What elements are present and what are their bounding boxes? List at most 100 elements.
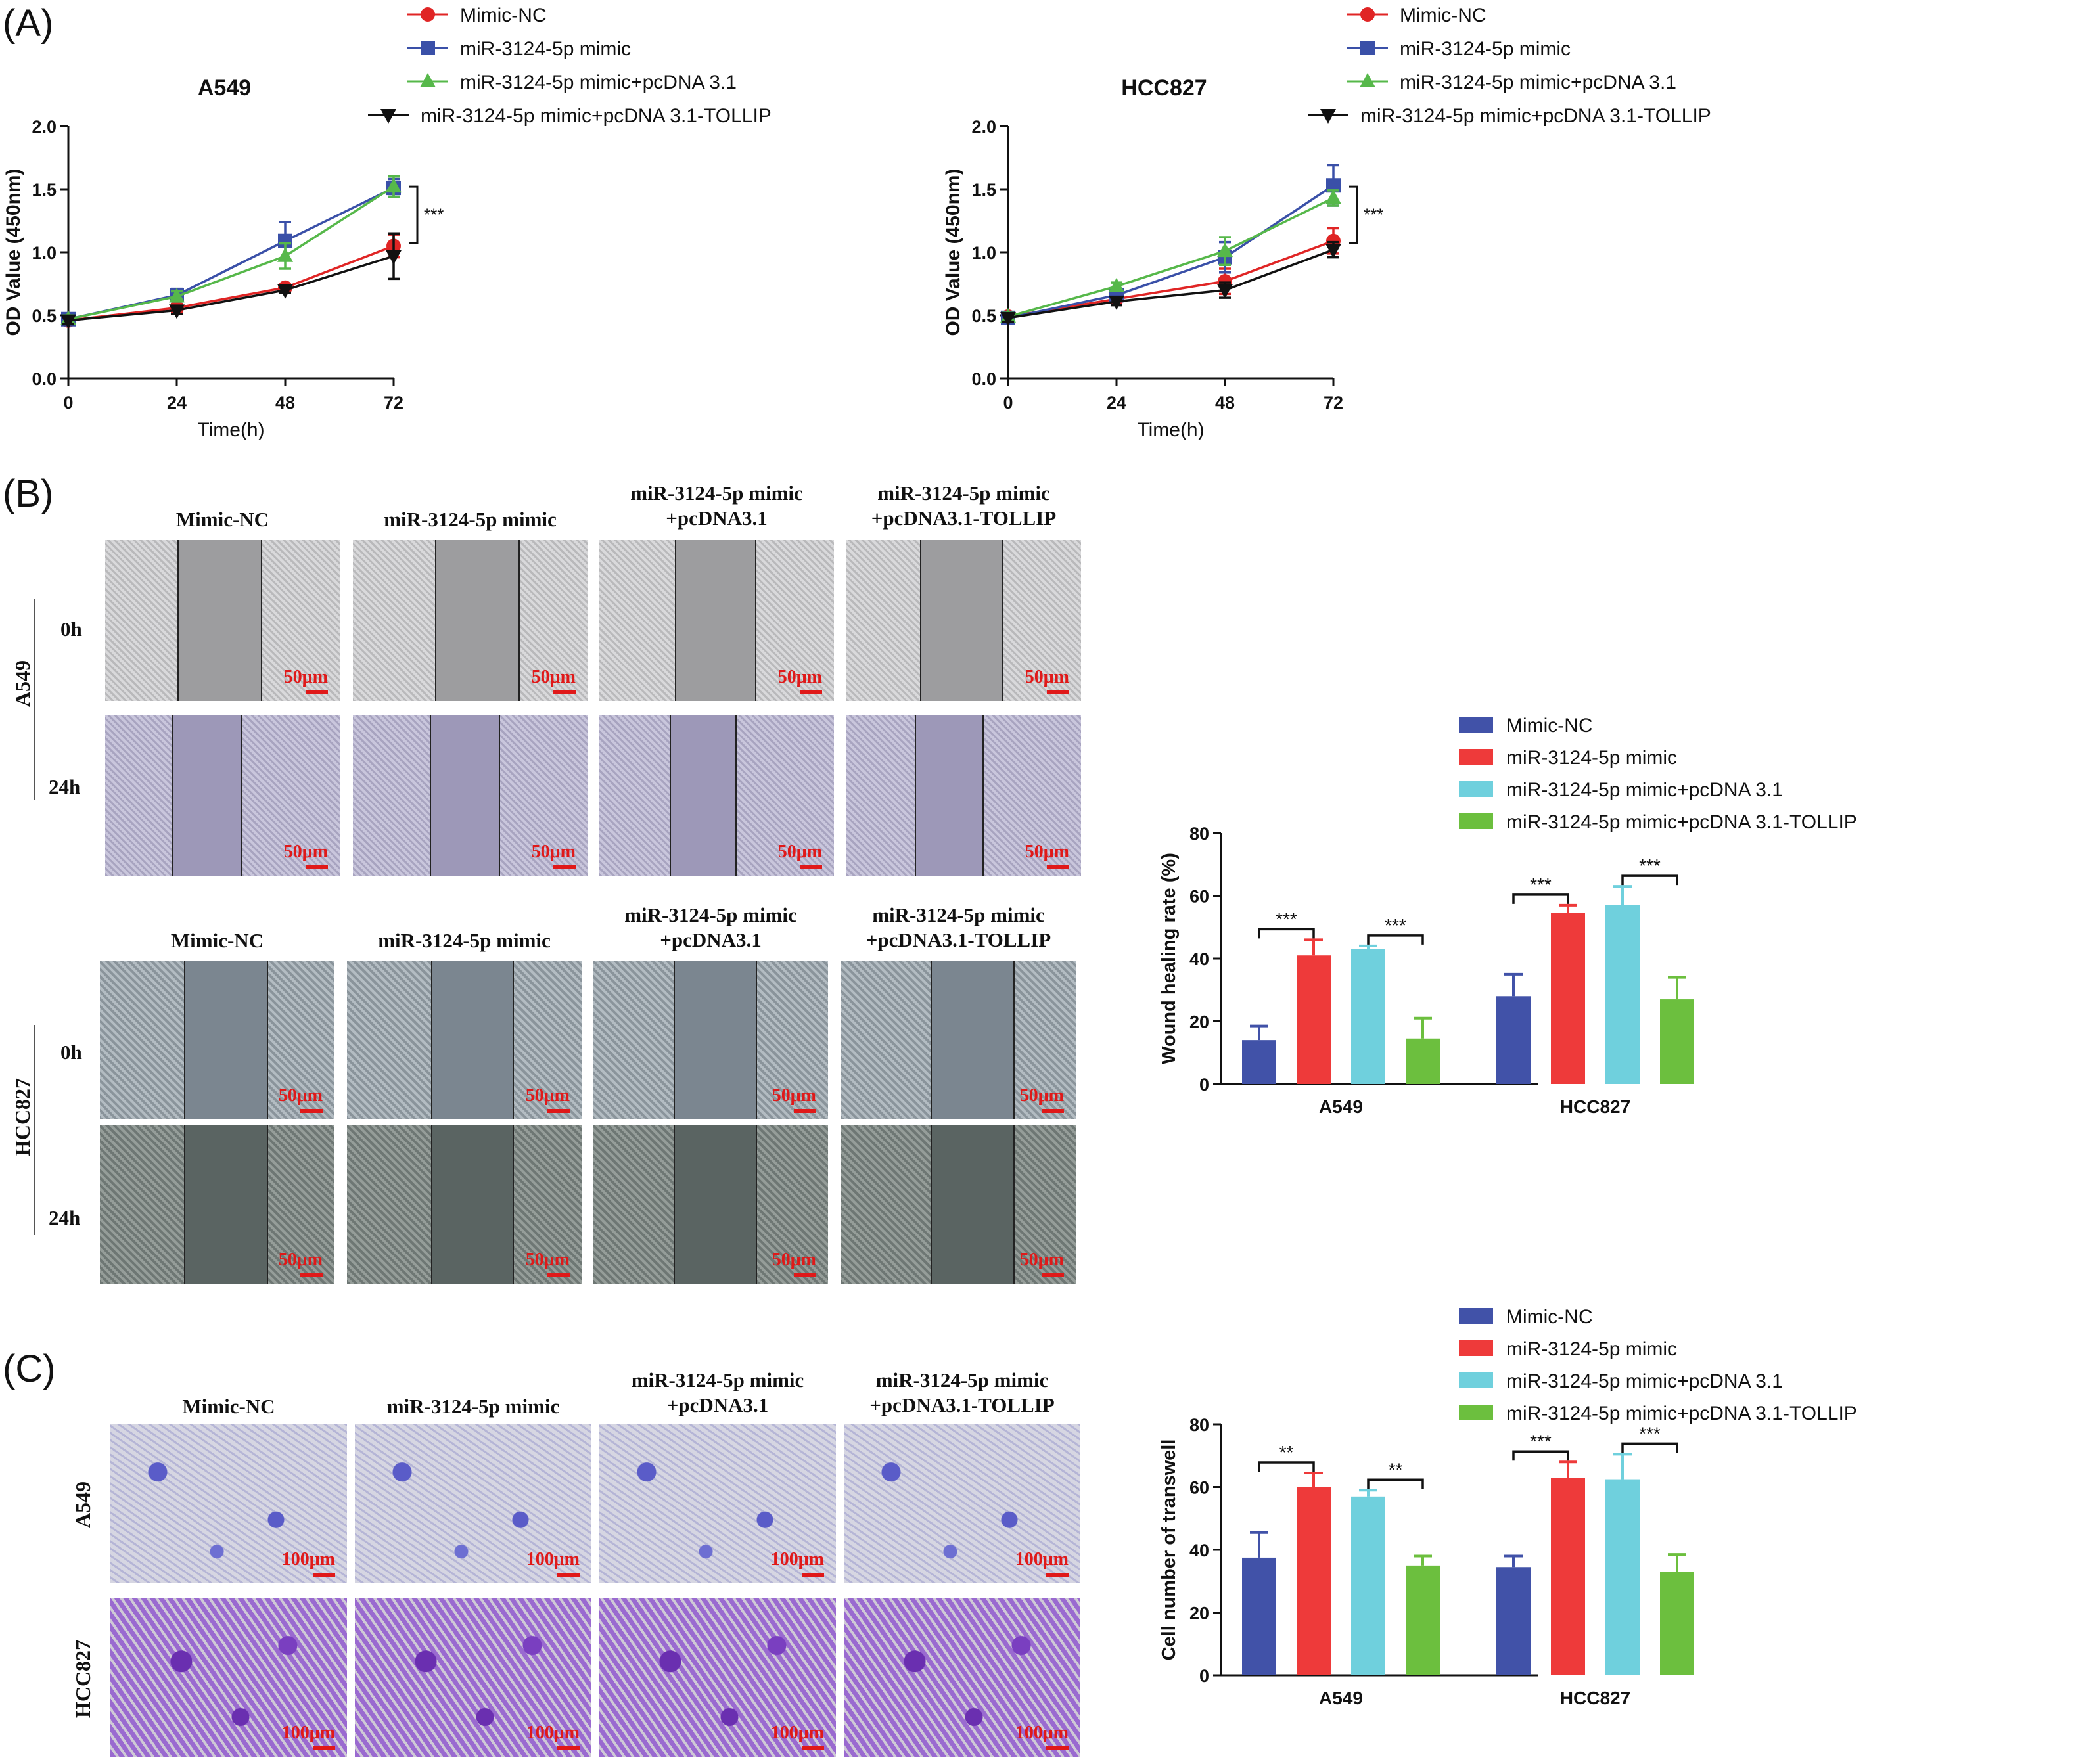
microscopy-image: 50μm: [353, 540, 588, 701]
scale-bar: [1042, 1273, 1064, 1277]
bar: [1406, 1565, 1440, 1675]
data-point: [169, 288, 185, 303]
scale-bar: [300, 1109, 323, 1113]
significance-bracket: [1349, 185, 1358, 245]
data-point: [1217, 242, 1233, 258]
legend-marker: [1320, 109, 1336, 124]
column-header: Mimic-NC: [175, 508, 269, 531]
scale-bar: [1047, 690, 1069, 694]
wound-gap: [675, 540, 756, 701]
scale-bar: [557, 1746, 580, 1750]
wound-gap: [430, 715, 500, 876]
cell-line-label: HCC827: [10, 1077, 34, 1156]
legend-label: Mimic-NC: [1506, 1306, 1593, 1328]
panel-label-c: (C): [3, 1347, 56, 1390]
wound-gap: [184, 1125, 268, 1284]
column-header: miR-3124-5p mimic +pcDNA3.1: [624, 903, 797, 951]
column-header: miR-3124-5p mimic: [386, 1395, 560, 1418]
row-divider: [34, 599, 35, 800]
scale-bar-label: 100μm: [1015, 1549, 1069, 1570]
microscopy-image: 50μm: [593, 961, 828, 1119]
bar: [1551, 913, 1585, 1084]
legend-swatch: [1459, 813, 1493, 829]
scale-bar: [1042, 1109, 1064, 1113]
scale-bar: [313, 1746, 335, 1750]
x-tick-label: 48: [275, 393, 295, 413]
scale-bar: [553, 865, 576, 869]
significance-bracket: [1512, 1450, 1569, 1461]
legend-label: Mimic-NC: [1400, 5, 1486, 26]
x-axis-label: Time(h): [1137, 419, 1204, 441]
data-point: [60, 314, 76, 329]
scale-bar: [1046, 1746, 1069, 1750]
bar: [1351, 949, 1385, 1084]
row-divider: [34, 1025, 35, 1235]
significance-bracket: [1621, 1442, 1678, 1453]
y-tick-label: 0.0: [971, 369, 996, 389]
y-tick-label: 20: [1189, 1012, 1209, 1032]
bar: [1496, 1567, 1531, 1675]
scale-bar-label: 50μm: [278, 1085, 323, 1106]
scale-bar: [557, 1573, 580, 1577]
column-header: Mimic-NC: [170, 929, 264, 952]
legend-marker: [421, 41, 435, 55]
data-point: [1326, 178, 1341, 193]
microscopy-image: 50μm: [599, 715, 834, 876]
legend-swatch: [1459, 1372, 1493, 1388]
scale-bar-label: 50μm: [525, 1250, 570, 1270]
bar: [1496, 996, 1531, 1084]
row-label-24h: 24h: [49, 1206, 81, 1229]
significance-bracket: [1367, 1478, 1424, 1489]
bar: [1605, 1479, 1640, 1675]
legend-swatch: [1459, 717, 1493, 733]
legend-label: miR-3124-5p mimic+pcDNA 3.1: [1506, 779, 1783, 801]
legend-label: miR-3124-5p mimic+pcDNA 3.1-TOLLIP: [1506, 1403, 1857, 1424]
scale-bar-label: 100μm: [770, 1549, 824, 1570]
scale-bar-label: 50μm: [1019, 1085, 1064, 1106]
bar: [1660, 999, 1694, 1084]
legend-label: Mimic-NC: [1506, 715, 1593, 736]
column-header: miR-3124-5p mimic +pcDNA3.1-TOLLIP: [869, 1368, 1055, 1416]
y-tick-label: 0.5: [971, 306, 996, 326]
series-line: [1007, 184, 1334, 319]
x-tick-label: 72: [384, 393, 403, 413]
data-point: [1325, 244, 1341, 259]
row-label-24h: 24h: [49, 775, 81, 798]
data-point: [1000, 311, 1016, 327]
legend-label: miR-3124-5p mimic: [1506, 747, 1677, 769]
scale-bar: [800, 865, 822, 869]
x-tick-label: HCC827: [1560, 1688, 1630, 1708]
bar: [1242, 1040, 1276, 1084]
bar: [1297, 955, 1331, 1084]
y-axis-label: Cell number of transwell: [1159, 1439, 1180, 1661]
y-tick-label: 20: [1189, 1604, 1209, 1623]
line-chart-a549: Mimic-NC miR-3124-5p mimic miR-3124-5p mim…: [3, 5, 772, 441]
wound-gap: [920, 540, 1003, 701]
scale-bar-label: 100μm: [526, 1723, 580, 1743]
microscopy-image: 50μm: [841, 961, 1076, 1119]
scale-bar: [794, 1109, 816, 1113]
y-tick-label: 40: [1189, 949, 1209, 969]
data-point: [1217, 284, 1233, 299]
microscopy-image: 100μm: [599, 1424, 836, 1583]
legend-swatch: [1459, 1340, 1493, 1356]
legend-label: miR-3124-5p mimic: [460, 38, 631, 60]
y-tick-label: 0.5: [32, 306, 57, 326]
microscopy-image: 50μm: [100, 961, 334, 1119]
data-point: [277, 247, 293, 262]
wound-gap: [915, 715, 984, 876]
legend-label: miR-3124-5p mimic+pcDNA 3.1-TOLLIP: [421, 105, 772, 127]
y-tick-label: 1.0: [32, 243, 57, 263]
data-point: [386, 178, 402, 193]
chart-title: A549: [198, 76, 251, 101]
column-header: miR-3124-5p mimic: [378, 929, 551, 952]
x-tick-label: 24: [167, 393, 187, 413]
significance-bracket: [1621, 874, 1678, 886]
wound-gap: [431, 961, 514, 1119]
data-point: [386, 250, 402, 265]
legend-marker: [380, 109, 396, 124]
y-axis-label: OD Value (450nm): [3, 168, 24, 336]
legend-marker: [1360, 7, 1375, 22]
significance-label: ***: [1530, 1431, 1552, 1451]
wound-gap: [670, 715, 737, 876]
